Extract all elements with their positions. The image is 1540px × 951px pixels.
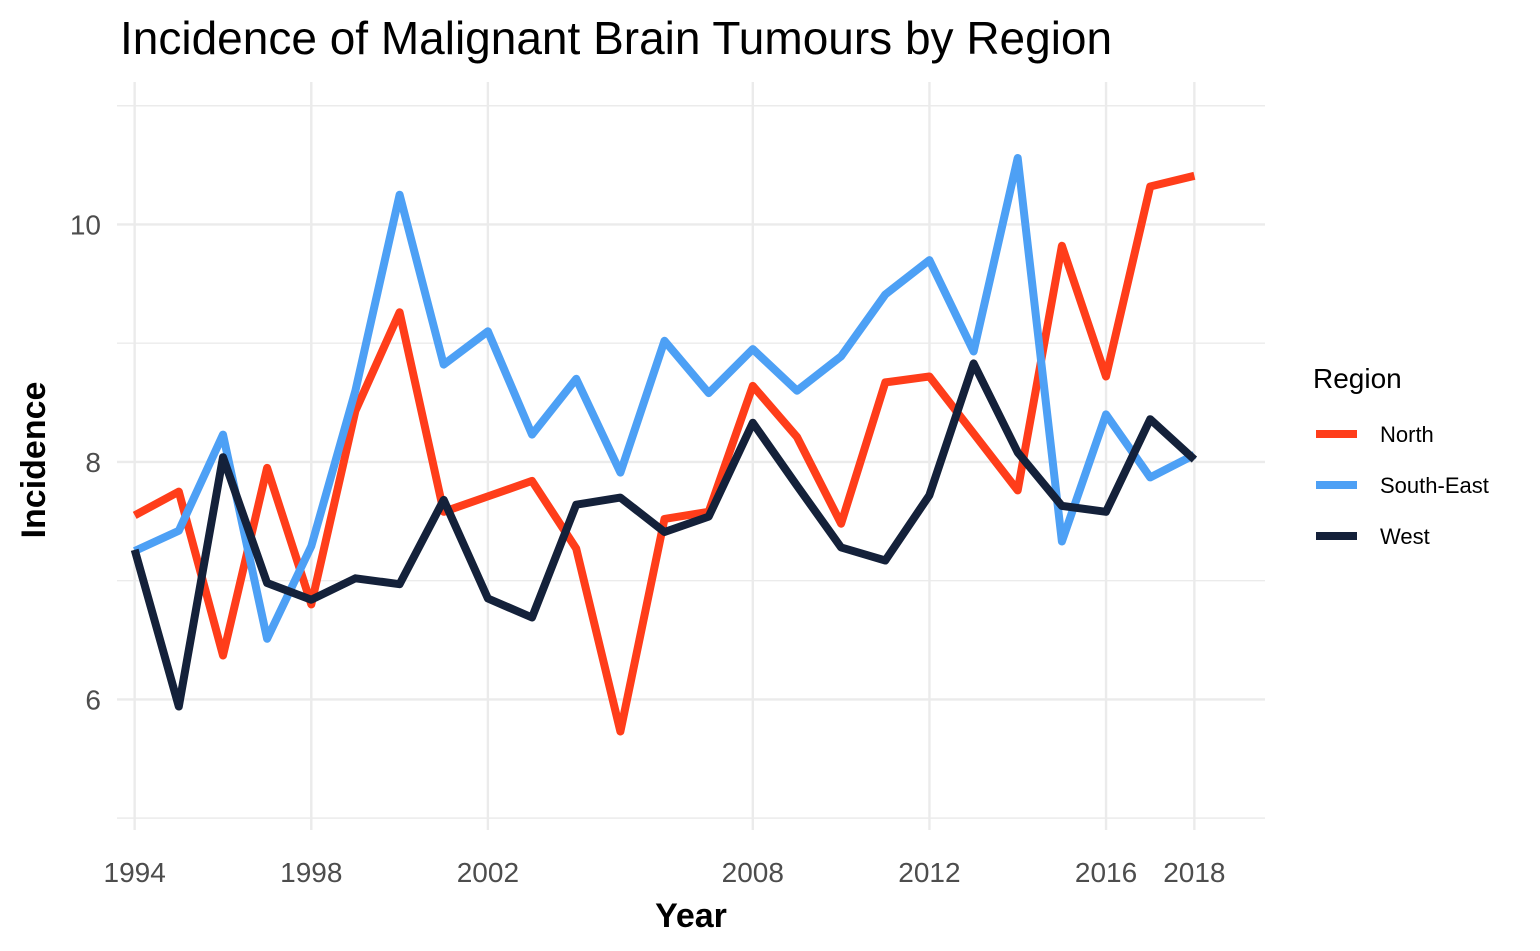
x-tick-label: 2002 (457, 857, 519, 888)
legend-title: Region (1313, 363, 1402, 394)
x-tick-label: 1998 (280, 857, 342, 888)
x-axis-title: Year (655, 897, 727, 935)
legend-label-west: West (1380, 524, 1430, 549)
y-axis-title: Incidence (15, 382, 53, 539)
x-tick-label: 2018 (1163, 857, 1225, 888)
series-lines (130, 154, 1198, 736)
axis-tick-labels: 1994 1998 2002 2008 2012 2016 2018 6 8 10 (70, 209, 1226, 888)
legend-label-north: North (1380, 422, 1434, 447)
x-tick-label: 1994 (104, 857, 166, 888)
series-line-west (130, 359, 1198, 711)
series-line-south-east (133, 154, 1197, 643)
x-tick-label: 2008 (722, 857, 784, 888)
series-line-north (132, 171, 1196, 736)
y-tick-label: 6 (85, 684, 101, 715)
chart-title: Incidence of Malignant Brain Tumours by … (120, 12, 1112, 64)
legend-label-south-east: South-East (1380, 473, 1489, 498)
x-tick-label: 2012 (898, 857, 960, 888)
x-tick-label: 2016 (1075, 857, 1137, 888)
y-tick-label: 10 (70, 209, 101, 240)
y-tick-label: 8 (85, 447, 101, 478)
legend: Region North South-East West (1313, 363, 1489, 549)
